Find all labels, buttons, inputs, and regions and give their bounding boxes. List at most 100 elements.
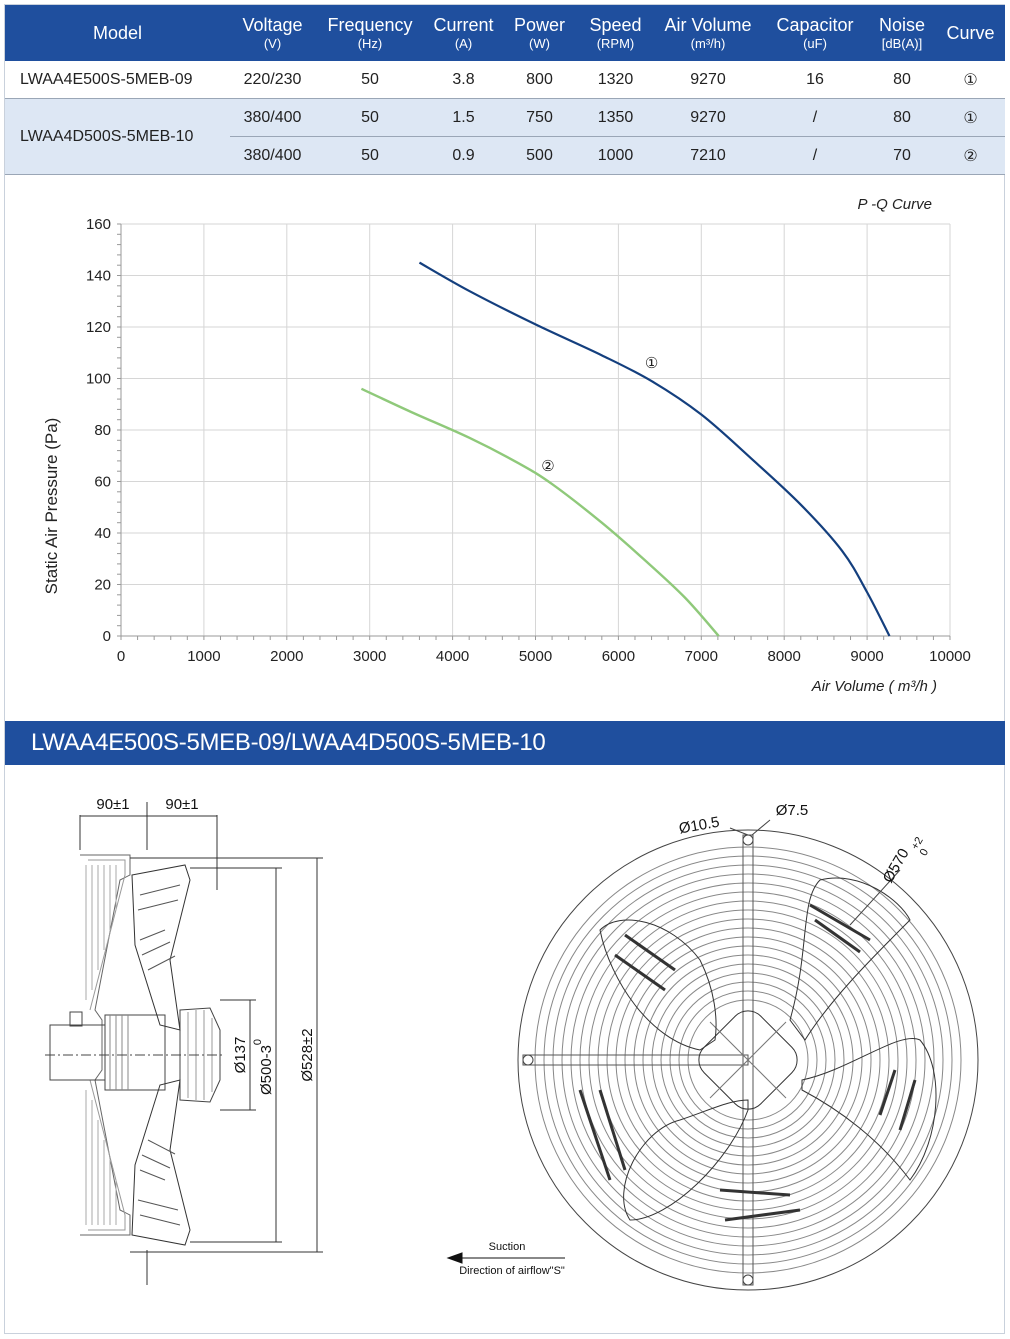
x-tick-label: 3000 [353,648,386,665]
outer-ring [517,829,979,1291]
x-tick-label: 0 [117,648,125,665]
cell-model: LWAA4D500S-5MEB-10 [5,98,230,175]
x-tick-label: 7000 [685,648,718,665]
dim-label-528: Ø528±2 [299,1028,316,1081]
x-axis-title: Air Volume ( m³/h ) [811,678,937,695]
chart-grid [120,223,951,637]
chart-y-tick-labels: 0 20 40 60 80 100 120 140 160 [86,216,111,645]
col-header-noise: Noise [dB(A)] [868,5,936,61]
x-tick-label: 9000 [850,648,883,665]
cell-current: 3.8 [425,61,502,99]
cell-current: 1.5 [425,98,502,137]
dim-label-570-tolerance-lower: 0 [918,847,931,858]
cell-speed: 1000 [577,136,654,175]
col-header-capacitor: Capacitor (uF) [762,5,868,61]
cell-frequency: 50 [315,98,425,137]
cell-speed: 1350 [577,98,654,137]
cell-power: 750 [502,98,577,137]
x-tick-label: 2000 [270,648,303,665]
cell-speed: 1320 [577,61,654,99]
y-tick-label: 80 [94,422,111,439]
chart-series: ①② [360,261,891,637]
x-tick-label: 1000 [187,648,220,665]
y-tick-label: 40 [94,525,111,542]
series-label-1: ① [645,355,658,372]
cell-noise: 70 [868,136,936,175]
dim-label-90-left: 90±1 [96,796,129,813]
cell-capacitor: / [762,98,868,137]
y-tick-label: 100 [86,371,111,388]
cell-air-volume: 7210 [654,136,762,175]
section-title-banner: LWAA4E500S-5MEB-09/LWAA4D500S-5MEB-10 [5,721,1005,765]
fan-blade-3 [623,1099,749,1221]
page-frame [4,4,1005,1334]
dim-label-570-tolerance-upper: +2 [909,835,926,852]
cell-voltage: 220/230 [230,61,315,99]
cell-noise: 80 [868,61,936,99]
pq-chart: 0 1000 2000 3000 4000 5000 6000 7000 8000 9000 100… [42,196,971,695]
cell-air-volume: 9270 [654,61,762,99]
fan-blade-4 [599,919,717,1051]
y-tick-label: 160 [86,216,111,233]
rotor-hub [179,1007,221,1103]
y-tick-label: 140 [86,268,111,285]
x-tick-label: 5000 [519,648,552,665]
table-row: 380/400 50 0.9 500 1000 7210 / 70 ② [5,136,1005,175]
cell-air-volume: 9270 [654,98,762,137]
x-tick-label: 10000 [929,648,971,665]
y-tick-label: 20 [94,577,111,594]
dim-label-570: Ø570 [880,846,913,886]
side-view-drawing: 90±1 90±1 Ø137 Ø500-3 0 Ø528±2 [45,796,323,1285]
spec-table: Model Voltage (V) Frequency (Hz) Current (A… [5,5,1005,175]
suction-label: Suction [489,1241,526,1253]
y-tick-label: 60 [94,474,111,491]
dim-label-500-tolerance: 0 [252,1039,264,1045]
table-header-row: Model Voltage (V) Frequency (Hz) Current (A… [5,5,1005,61]
dim-label-500: Ø500-3 [258,1045,275,1095]
cell-current: 0.9 [425,136,502,175]
airflow-direction-label: Direction of airflow"S" [459,1265,565,1277]
col-header-power: Power (W) [502,5,577,61]
cell-model: LWAA4E500S-5MEB-09 [5,61,230,99]
guard-horizontal-bar [522,1054,749,1066]
col-header-curve: Curve [936,5,1005,61]
x-tick-label: 4000 [436,648,469,665]
dim-label-137: Ø137 [232,1037,249,1074]
series-label-2: ② [541,458,554,475]
y-tick-label: 0 [103,628,111,645]
table-row: LWAA4D500S-5MEB-10 380/400 50 1.5 750 13… [5,98,1005,175]
cell-power: 500 [502,136,577,175]
table-row: LWAA4E500S-5MEB-09 220/230 50 3.8 800 13… [5,61,1005,99]
series-line-2 [360,387,720,637]
motor-terminal-box [49,1024,106,1081]
cell-frequency: 50 [315,136,425,175]
x-tick-label: 6000 [602,648,635,665]
dim-label-10-5: Ø10.5 [678,814,721,838]
fan-blade-upper [131,864,191,1031]
series-line-1 [418,261,891,637]
y-tick-label: 120 [86,319,111,336]
x-tick-label: 8000 [768,648,801,665]
y-axis-title: Static Air Pressure (Pa) [42,418,61,595]
chart-x-tick-labels: 0 1000 2000 3000 4000 5000 6000 7000 8000 9000 100… [117,648,971,665]
cell-curve: ① [936,61,1005,99]
col-header-speed: Speed (RPM) [577,5,654,61]
chart-minor-ticks [117,223,951,640]
dim-label-7-5: Ø7.5 [776,802,809,819]
col-header-frequency: Frequency (Hz) [315,5,425,61]
col-header-model: Model [5,5,230,61]
cell-voltage: 380/400 [230,136,315,175]
fan-blade-lower [131,1079,191,1246]
cell-capacitor: / [762,136,868,175]
cell-noise: 80 [868,98,936,137]
chart-title: P -Q Curve [858,196,932,213]
motor-body [104,1014,166,1091]
cell-frequency: 50 [315,61,425,99]
front-view-drawing: Ø10.5 Ø7.5 Ø570 +2 0 Suction Direction o… [446,802,979,1291]
cell-curve: ② [936,136,1005,175]
dim-label-90-right: 90±1 [165,796,198,813]
col-header-air-volume: Air Volume (m³/h) [654,5,762,61]
cell-voltage: 380/400 [230,98,315,137]
cell-capacitor: 16 [762,61,868,99]
col-header-current: Current (A) [425,5,502,61]
